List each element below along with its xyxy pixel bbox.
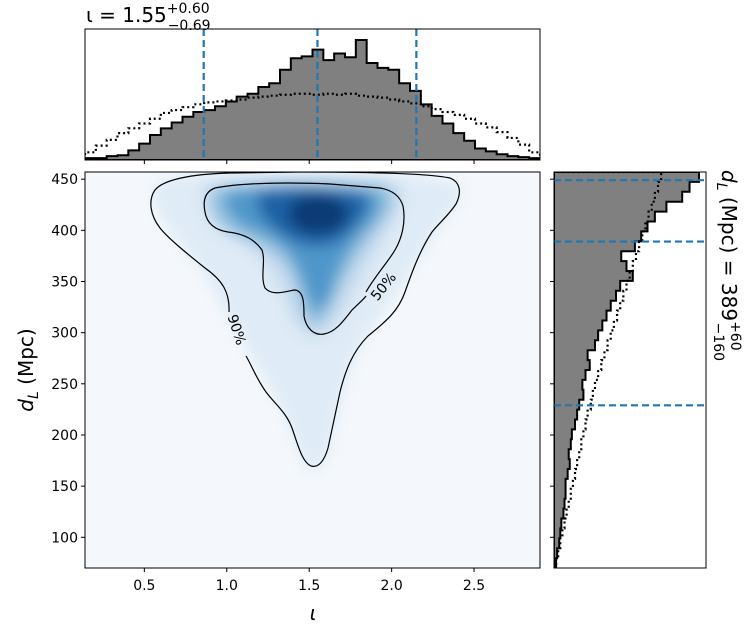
iota-histogram-panel: ι = 1.55+0.60 −0.69 [84, 1, 541, 164]
y-tick-label-2: 200 [51, 428, 78, 444]
x-axis-label: ι [310, 601, 317, 625]
y-tick-label-6: 400 [51, 223, 78, 239]
dl-panel-ticks [550, 178, 554, 538]
iota-panel-frame [84, 28, 541, 161]
x-tick-label-1: 1.0 [216, 578, 238, 594]
y-tick-label-1: 150 [51, 479, 78, 495]
dl-quantile-lines [554, 179, 706, 407]
y-axis-label: dL (Mpc) [14, 328, 42, 411]
iota-title: ι = 1.55+0.60 −0.69 [86, 1, 211, 34]
x-tick-label-2: 1.5 [298, 578, 320, 594]
iota-panel-ticks [143, 160, 475, 164]
y-tick-label-3: 250 [51, 377, 78, 393]
dl-title: dL (Mpc) = 389+60−160 [710, 170, 743, 361]
dl-panel-frame [553, 171, 707, 569]
dl-histogram-panel: dL (Mpc) = 389+60−160 [550, 170, 743, 569]
x-tick-label-3: 2.0 [380, 578, 402, 594]
y-tick-label-5: 350 [51, 274, 78, 290]
contour-90 [150, 172, 460, 467]
density-frame [84, 171, 541, 569]
y-axis-ticks: 100 150 200 250 300 350 400 450 [51, 172, 85, 546]
x-tick-label-0: 0.5 [133, 578, 155, 594]
x-tick-label-4: 2.5 [463, 578, 485, 594]
iota-posterior-histogram [85, 39, 540, 160]
y-tick-label-7: 450 [51, 172, 78, 188]
y-tick-label-0: 100 [51, 530, 78, 546]
dl-posterior-histogram [554, 172, 700, 568]
y-tick-label-4: 300 [51, 326, 78, 342]
density-heatmap [152, 172, 463, 472]
x-axis-ticks: 0.5 1.0 1.5 2.0 2.5 [133, 568, 485, 594]
density-peak [288, 194, 348, 234]
density-panel: 50% 90% 0.5 1.0 1.5 2.0 2.5 1001502002503003… [51, 171, 541, 594]
contour-50 [203, 182, 405, 335]
